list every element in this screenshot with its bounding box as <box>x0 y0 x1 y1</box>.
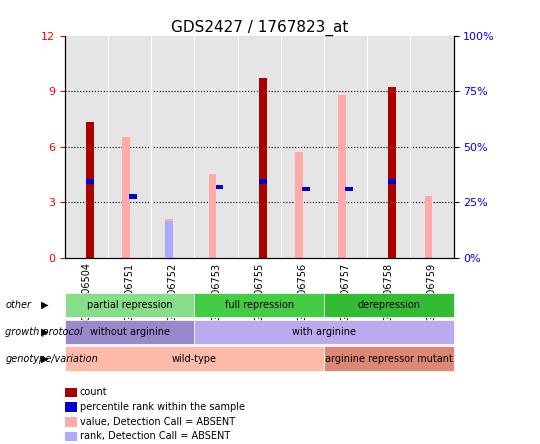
Bar <box>295 152 303 258</box>
Bar <box>215 185 224 190</box>
Bar <box>151 36 194 258</box>
Bar <box>86 179 94 184</box>
Text: partial repression: partial repression <box>87 300 172 310</box>
Text: ▶: ▶ <box>40 353 48 364</box>
Bar <box>238 36 281 258</box>
Text: arginine repressor mutant: arginine repressor mutant <box>325 353 453 364</box>
Bar <box>324 36 367 258</box>
Text: without arginine: without arginine <box>90 327 170 337</box>
Bar <box>122 137 130 258</box>
Bar <box>338 95 346 258</box>
Text: derepression: derepression <box>357 300 420 310</box>
Bar <box>86 123 94 258</box>
Bar <box>281 36 324 258</box>
Bar <box>302 186 310 191</box>
Bar <box>259 78 267 258</box>
Bar <box>367 36 410 258</box>
Text: percentile rank within the sample: percentile rank within the sample <box>80 402 245 412</box>
Bar <box>208 174 217 258</box>
Bar <box>165 221 173 258</box>
Text: growth protocol: growth protocol <box>5 327 83 337</box>
Text: other: other <box>5 300 31 310</box>
Bar <box>65 36 108 258</box>
Text: count: count <box>80 388 107 397</box>
Bar <box>388 87 396 258</box>
Bar <box>410 36 454 258</box>
Bar <box>388 179 396 184</box>
Bar <box>345 186 353 191</box>
Text: full repression: full repression <box>225 300 294 310</box>
Text: wild-type: wild-type <box>172 353 217 364</box>
Text: rank, Detection Call = ABSENT: rank, Detection Call = ABSENT <box>80 432 230 441</box>
Bar <box>108 36 151 258</box>
Bar <box>129 194 137 199</box>
Bar <box>424 197 433 258</box>
Text: value, Detection Call = ABSENT: value, Detection Call = ABSENT <box>80 417 235 427</box>
Text: GDS2427 / 1767823_at: GDS2427 / 1767823_at <box>171 20 348 36</box>
Bar <box>165 219 173 258</box>
Bar <box>259 179 267 184</box>
Text: genotype/variation: genotype/variation <box>5 353 98 364</box>
Text: with arginine: with arginine <box>292 327 356 337</box>
Text: ▶: ▶ <box>40 327 48 337</box>
Bar <box>194 36 238 258</box>
Text: ▶: ▶ <box>40 300 48 310</box>
